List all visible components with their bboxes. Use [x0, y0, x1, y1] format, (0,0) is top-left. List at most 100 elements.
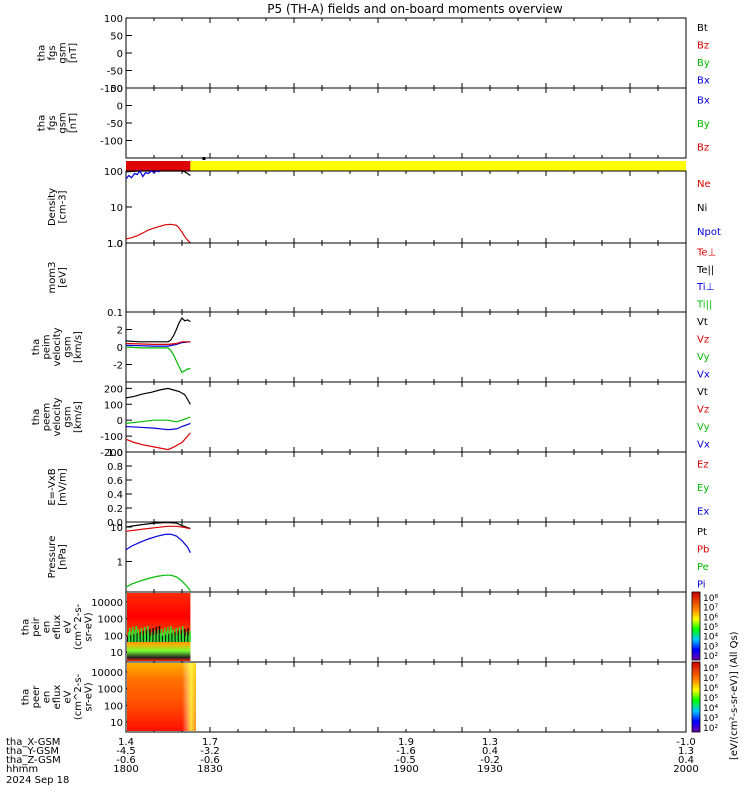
ylabel-line: tha [21, 619, 32, 635]
colorbar-tick: 10⁶ [703, 684, 718, 694]
panel-pressure: 10 1 Pressure [nPa] Pt Pb Pe Pi [47, 521, 709, 593]
panel-frame [125, 170, 687, 244]
panel-frame [125, 17, 687, 89]
orbit-value: -0.6 [116, 755, 136, 766]
panel-temperature: 1.0 0.1 mom3 [eV] Te⊥ Te|| Ti⊥ Ti|| [47, 239, 717, 319]
panel-fgs_gsm_1: 100 50 0 -50 -100 tha fgs gsm [nT] Bt Bz By Bx [36, 14, 710, 95]
panel-fgs_gsm_2: 50 0 -50 -100 tha fgs gsm [nT] Bx By Bz [36, 84, 710, 159]
ytick-label: -100 [100, 432, 123, 443]
ylabel-line: peir [31, 616, 42, 636]
ytick-label: 10 [110, 203, 123, 214]
ytick-label: 1000 [98, 685, 123, 696]
panel-frame [125, 591, 687, 663]
orbit-row-label: tha_Y-GSM [6, 746, 59, 757]
ylabel-line: eflux [52, 615, 63, 640]
panel-peem_velocity: 200 100 0 -100 -200 tha peem velocity gsm [km/s] V… [31, 381, 710, 459]
ylabel-line: tha [21, 689, 32, 705]
orbit-row-label: tha_X-GSM [6, 737, 60, 748]
series-Vx-line [125, 341, 191, 347]
ytick-label: 1000 [98, 615, 123, 626]
ylabel-line: sr-eV) [84, 612, 95, 641]
colorbar-ticks: 10⁸10⁷10⁶10⁵10⁴10³10²10⁸10⁷10⁶10⁵10⁴10³1… [703, 594, 718, 734]
ylabel-line: [cm-3] [57, 190, 68, 223]
ytick-label: 0.2 [107, 504, 123, 515]
legend-Pe: Pe [697, 562, 709, 573]
orbit-value: 1.3 [678, 746, 694, 757]
orbit-value: 1900 [393, 764, 418, 775]
ylabel-line: [nT] [68, 43, 79, 63]
figure-title: P5 (TH-A) fields and on-board moments ov… [267, 2, 563, 16]
colorbar-tick: 10⁴ [703, 704, 718, 714]
colorbar-tick: 10³ [703, 714, 718, 724]
orbit-value: 1800 [113, 764, 138, 775]
ylabel-line: (cm^2-s- [73, 673, 84, 720]
series-Vt-line [125, 317, 191, 343]
legend-Vt: Vt [697, 317, 708, 328]
orbit-value: 2000 [673, 764, 698, 775]
legend-Ex: Ex [697, 506, 709, 517]
ylabel-line: [km/s] [73, 401, 84, 433]
ytick-label: -100 [100, 84, 123, 95]
orbit-value: -1.6 [396, 746, 416, 757]
panel-efield: 1.0 0.8 0.6 0.4 0.2 0.0 E=-VxB [mV/m] Ez Ey Ex [47, 448, 710, 529]
legend-Npot: Npot [697, 227, 721, 238]
legend-Bz: Bz [697, 40, 709, 51]
ylabel-line: tha [36, 115, 47, 131]
legend-Ey: Ey [697, 483, 709, 494]
mode-segment-red [126, 161, 191, 171]
orbit-value: -3.2 [200, 746, 220, 757]
ylabel-line: E=-VxB [47, 468, 58, 505]
legend-Bz: Bz [697, 142, 709, 153]
ytick-label: -200 [100, 448, 123, 459]
legend-Pb: Pb [697, 544, 709, 555]
ytick-label: 2 [117, 326, 123, 337]
ytick-label: 0 [117, 343, 123, 354]
ytick-label: 0.4 [107, 490, 123, 501]
panel-peir_spectrogram: 10000 1000 100 10 tha peir en eflux eV (cm^2-s-sr… [21, 591, 687, 663]
ytick-label: 50 [110, 32, 123, 43]
ytick-label: 0.8 [107, 462, 123, 473]
ytick-label: 100 [104, 14, 123, 25]
ylabel-line: [mV/m] [57, 468, 68, 506]
ylabel-line: tha [36, 45, 47, 61]
ylabel-line: eV [63, 690, 74, 703]
panel-frame [125, 451, 687, 523]
ytick-label: 100 [104, 167, 123, 178]
legend-Vz: Vz [697, 404, 709, 415]
series-Vt-line [125, 387, 191, 405]
orbit-value: -0.2 [480, 755, 500, 766]
series-Npot-line [125, 169, 160, 180]
orbit-row-label: hhmm [6, 764, 38, 775]
ylabel-line: sr-eV) [84, 682, 95, 711]
orbit-row-label: tha_Z-GSM [6, 755, 61, 766]
orbit-value: 1.4 [118, 737, 134, 748]
ylabel-line: fgs [47, 115, 58, 130]
legend-Bt: Bt [697, 23, 708, 34]
ytick-label: 10 [110, 648, 123, 659]
ytick-label: 10 [110, 523, 123, 534]
mode-marker [202, 157, 206, 160]
colorbar-tick: 10⁸ [703, 594, 718, 604]
legend-Bx: Bx [697, 75, 710, 86]
ylabel-line: Pressure [47, 536, 58, 579]
legend-By: By [697, 119, 710, 130]
ytick-label: 0 [117, 49, 123, 60]
series-Vy-line [125, 416, 191, 424]
orbit-value: -1.0 [676, 737, 696, 748]
colorbar-tick: 10⁵ [703, 623, 718, 633]
legend-Ti⊥: Ti⊥ [696, 282, 714, 293]
legend-Bx: Bx [697, 96, 710, 107]
ylabel-line: gsm [63, 406, 74, 427]
legend-Ni: Ni [697, 203, 707, 214]
ylabel-line: peem [42, 403, 53, 431]
ytick-label: 10000 [91, 598, 123, 609]
ylabel-line: en [42, 621, 53, 634]
colorbar-unit-label: [eV/(cm²-s-sr-eV)] (All Qs) [729, 631, 740, 760]
series-Vx-line [125, 422, 191, 431]
ytick-label: 0.0 [107, 518, 123, 529]
series-Pt-line [125, 521, 191, 530]
series-Ni-line [125, 170, 191, 176]
legend-Te||: Te|| [696, 265, 714, 276]
ylabel-line: (cm^2-s- [73, 603, 84, 650]
